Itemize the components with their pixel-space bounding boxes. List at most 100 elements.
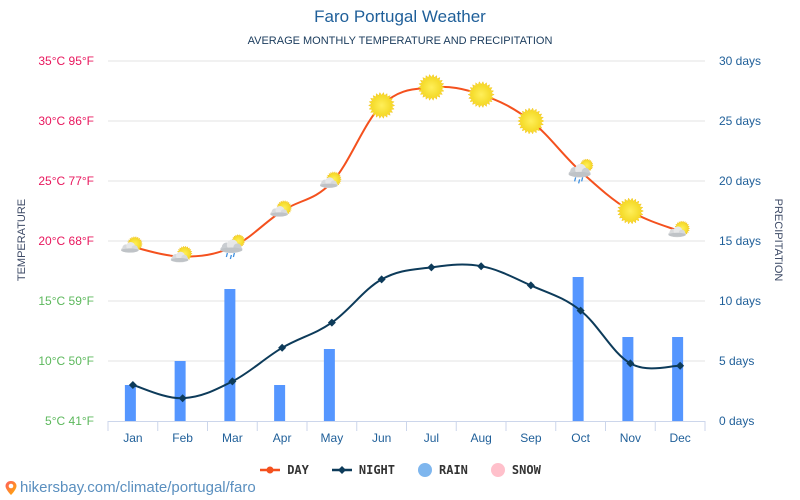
night-point[interactable] xyxy=(178,394,187,403)
location-pin-icon xyxy=(5,480,17,495)
legend-label-rain: RAIN xyxy=(439,463,468,477)
rain-bar[interactable] xyxy=(622,337,634,421)
night-point[interactable] xyxy=(128,381,137,389)
cloud-icon xyxy=(270,206,288,217)
rain-sun-icon[interactable] xyxy=(568,158,594,184)
cloud-icon xyxy=(320,177,338,188)
sun-core xyxy=(422,78,441,97)
y-axis-left-title: TEMPERATURE xyxy=(16,199,28,281)
rain-bar[interactable] xyxy=(572,277,584,421)
x-tick-label: Jun xyxy=(372,431,391,445)
sun-icon[interactable] xyxy=(417,73,445,101)
circle-icon xyxy=(418,463,432,477)
x-tick-label: Jul xyxy=(424,431,439,445)
y-tick-left: 35°C 95°F xyxy=(38,54,94,68)
x-tick-label: Oct xyxy=(571,431,590,445)
y-tick-right: 10 days xyxy=(719,294,761,308)
sun-core xyxy=(621,201,640,221)
chart-subtitle: AVERAGE MONTHLY TEMPERATURE AND PRECIPIT… xyxy=(247,35,553,47)
circle-icon xyxy=(490,463,505,477)
y-tick-right: 5 days xyxy=(719,354,754,368)
y-tick-left: 25°C 77°F xyxy=(38,174,94,188)
night-point[interactable] xyxy=(526,281,535,290)
legend-item-rain[interactable]: RAIN xyxy=(417,462,468,478)
partly-cloudy-icon[interactable] xyxy=(320,171,342,188)
sun-core xyxy=(372,96,391,115)
cloud-icon xyxy=(668,226,686,238)
sun-icon[interactable] xyxy=(368,91,396,119)
night-point[interactable] xyxy=(327,318,336,327)
cloud-icon xyxy=(121,242,139,253)
rain-bar[interactable] xyxy=(174,361,186,421)
night-point[interactable] xyxy=(278,343,287,352)
source-url: hikersbay.com/climate/portugal/faro xyxy=(20,479,256,496)
rain-bar[interactable] xyxy=(124,385,136,421)
night-point[interactable] xyxy=(427,263,436,272)
partly-cloudy-icon[interactable] xyxy=(170,245,193,263)
x-axis: Jan Feb Mar Apr May Jun Jul Aug Sep Oct Nov Dec xyxy=(107,421,706,445)
night-point[interactable] xyxy=(377,275,386,284)
sun-icon[interactable] xyxy=(616,197,644,225)
legend-label-snow: SNOW xyxy=(511,463,541,477)
y-tick-left: 10°C 50°F xyxy=(38,354,94,368)
source-link[interactable]: hikersbay.com/climate/portugal/faro xyxy=(4,479,256,496)
cloud-icon xyxy=(568,163,591,178)
rain-bar[interactable] xyxy=(672,337,684,421)
y-tick-left: 20°C 68°F xyxy=(38,234,94,248)
legend-label-night: NIGHT xyxy=(358,463,395,477)
rain-bar[interactable] xyxy=(224,289,236,421)
legend-item-snow[interactable]: SNOW xyxy=(490,462,541,478)
y-tick-right: 20 days xyxy=(719,174,761,188)
x-tick-label: Feb xyxy=(172,431,193,445)
partly-cloudy-icon[interactable] xyxy=(668,220,691,238)
cloud-icon xyxy=(170,251,189,263)
x-tick-label: May xyxy=(321,431,344,445)
sun-core xyxy=(471,85,491,104)
partly-cloudy-icon[interactable] xyxy=(270,200,293,217)
day-series xyxy=(132,85,681,258)
rain-sun-icon[interactable] xyxy=(220,234,246,260)
night-point[interactable] xyxy=(626,359,635,368)
chart-title: Faro Portugal Weather xyxy=(314,7,486,26)
day-line xyxy=(132,85,681,258)
x-tick-label: Jan xyxy=(123,431,142,445)
y-tick-left: 5°C 41°F xyxy=(45,414,94,428)
partly-cloudy-icon[interactable] xyxy=(121,236,143,253)
y-tick-left: 15°C 59°F xyxy=(38,294,94,308)
x-tick-label: Nov xyxy=(620,431,641,445)
y-axis-left-ticks: 5°C 41°F 10°C 50°F 15°C 59°F 20°C 68°F 25°C … xyxy=(38,54,94,428)
night-point[interactable] xyxy=(576,306,585,315)
rain-bar[interactable] xyxy=(274,385,286,421)
night-line xyxy=(132,263,681,400)
weather-icons xyxy=(121,73,691,263)
x-tick-label: Mar xyxy=(222,431,243,445)
y-tick-left: 30°C 86°F xyxy=(38,114,94,128)
x-tick-label: Aug xyxy=(470,431,491,445)
legend: DAY NIGHT RAIN SNOW xyxy=(0,462,800,478)
night-point[interactable] xyxy=(676,361,685,370)
y-tick-right: 15 days xyxy=(719,234,761,248)
night-point[interactable] xyxy=(228,377,237,386)
legend-item-day[interactable]: DAY xyxy=(259,462,309,478)
rain-drops-icon xyxy=(573,177,584,184)
x-tick-label: Apr xyxy=(273,431,292,445)
rain-bar[interactable] xyxy=(323,349,335,421)
x-tick-label: Dec xyxy=(669,431,690,445)
night-series xyxy=(128,262,685,403)
y-tick-right: 0 days xyxy=(719,414,754,428)
x-tick-label: Sep xyxy=(520,431,542,445)
rain-bars xyxy=(124,277,684,421)
y-tick-right: 30 days xyxy=(719,54,761,68)
grid-lines xyxy=(108,60,705,362)
line-diamond-icon xyxy=(331,466,352,474)
legend-item-night[interactable]: NIGHT xyxy=(331,462,395,478)
sun-icon[interactable] xyxy=(517,107,545,135)
rain-drops-icon xyxy=(225,252,236,260)
line-dot-icon xyxy=(260,466,281,474)
y-axis-right-title: PRECIPITATION xyxy=(772,199,784,282)
sun-icon[interactable] xyxy=(467,81,495,109)
y-tick-right: 25 days xyxy=(719,114,761,128)
night-point[interactable] xyxy=(477,262,486,271)
sun-core xyxy=(521,111,541,131)
